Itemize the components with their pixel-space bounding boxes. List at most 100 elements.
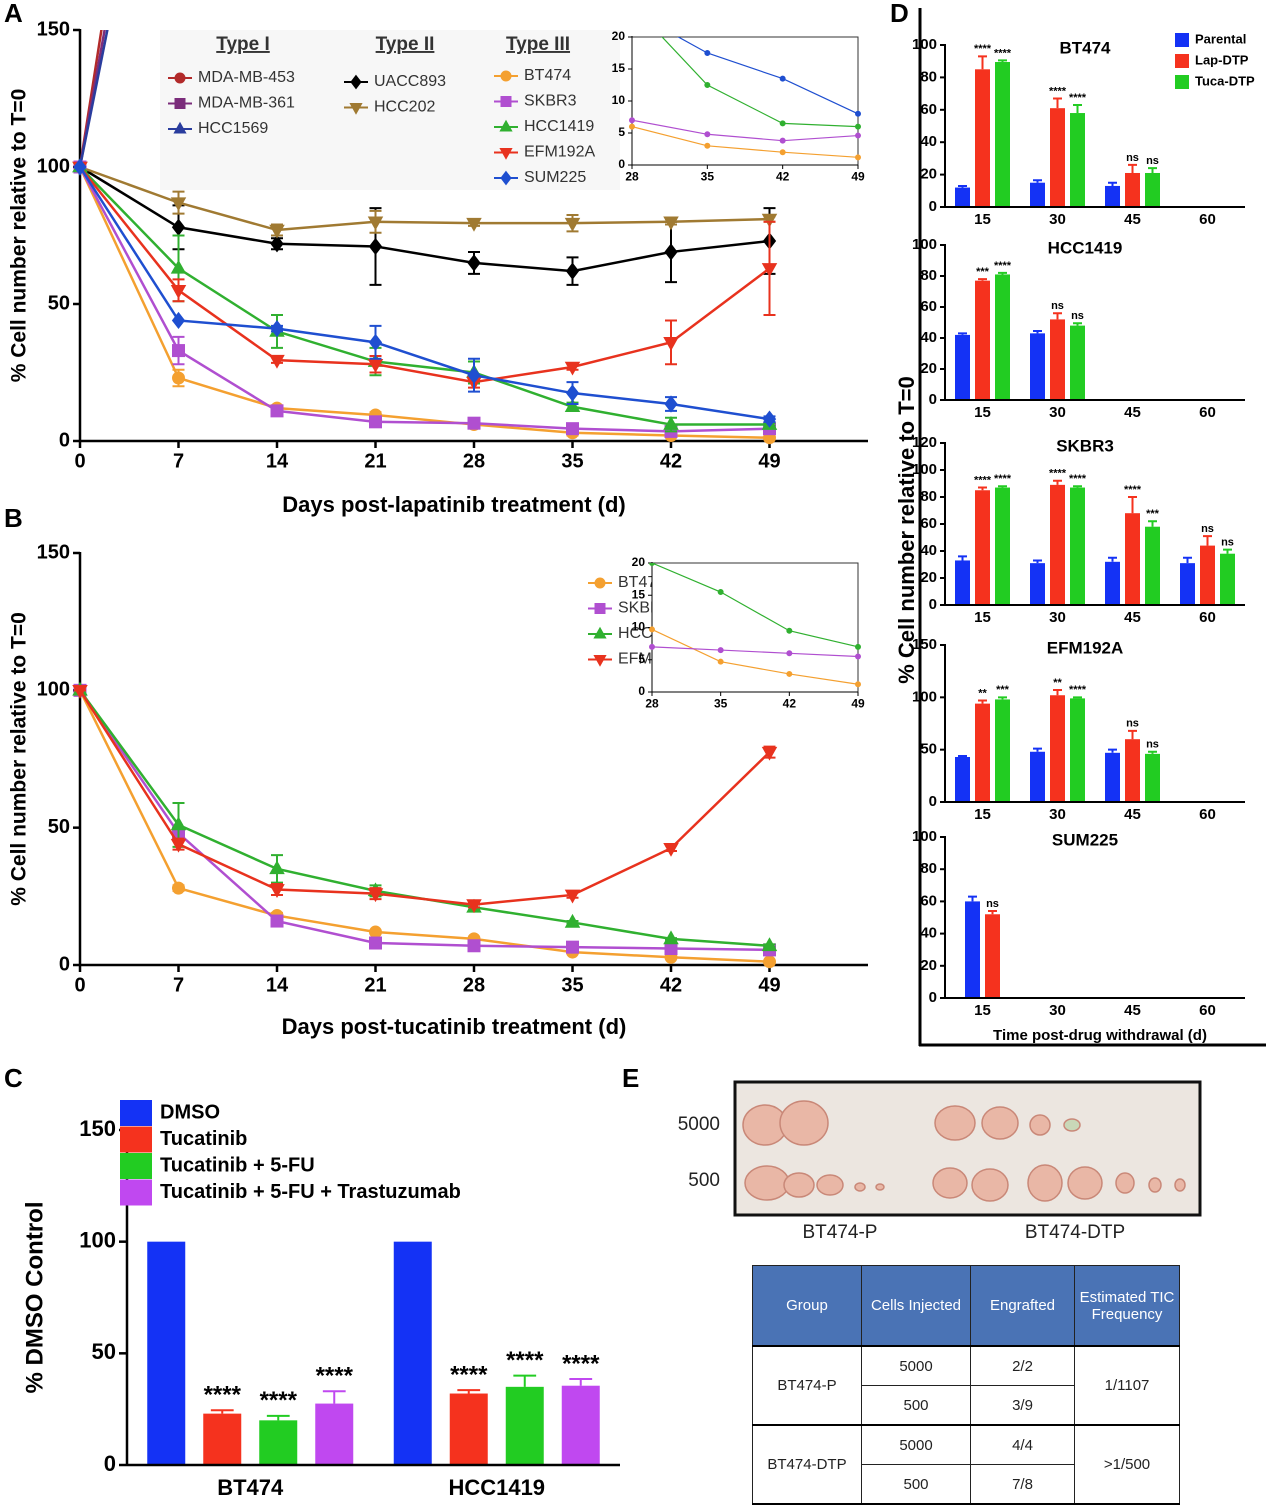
marker <box>761 213 778 228</box>
x-tick-label: 35 <box>561 450 583 472</box>
y-tick-label: 0 <box>929 198 937 215</box>
tumor <box>932 1167 968 1199</box>
marker <box>564 361 581 376</box>
marker <box>761 746 778 761</box>
bar <box>505 1386 544 1465</box>
bar <box>975 490 990 605</box>
marker <box>704 82 711 88</box>
y-tick-label: 60 <box>920 892 937 909</box>
marker <box>664 243 678 261</box>
legend-label: Tucatinib + 5-FU <box>160 1154 315 1176</box>
x-tick-label: 60 <box>1199 404 1216 421</box>
marker <box>369 936 382 950</box>
panel-letter: A <box>4 0 23 28</box>
significance-label: *** <box>996 684 1010 696</box>
x-tick-label: 14 <box>266 974 289 996</box>
bar <box>1070 487 1085 605</box>
y-tick-label: 60 <box>920 298 937 315</box>
y-tick-label: 80 <box>920 68 937 85</box>
error-bar <box>998 696 1007 700</box>
error-bar <box>978 486 987 491</box>
bar <box>965 901 980 998</box>
bar <box>393 1241 432 1465</box>
marker <box>855 110 861 117</box>
line <box>78 166 770 421</box>
x-tick-label: 30 <box>1049 806 1066 823</box>
bar <box>955 756 970 802</box>
marker <box>564 889 581 904</box>
error-bar <box>1073 696 1082 699</box>
table-row: 500 7/8 <box>753 1464 1180 1505</box>
bar <box>955 334 970 400</box>
bar <box>1180 563 1195 605</box>
legend-label: Tucatinib + 5-FU + Trastuzumab <box>160 1181 461 1203</box>
series <box>72 681 778 952</box>
error-bar <box>322 1390 346 1404</box>
marker <box>72 685 88 699</box>
bar <box>561 1385 600 1465</box>
significance-label: ** <box>978 687 987 699</box>
error-bar <box>978 278 987 281</box>
bar <box>1050 484 1065 605</box>
significance-label: ** <box>1053 677 1062 689</box>
y-tick-label: 15 <box>632 587 646 601</box>
x-tick-label: 0 <box>74 450 85 472</box>
error-bar <box>210 1409 234 1414</box>
marker <box>170 285 187 299</box>
table-cell: 7/8 <box>970 1464 1075 1505</box>
line <box>78 689 770 952</box>
marker <box>786 670 793 677</box>
significance-label: **** <box>994 260 1012 272</box>
marker <box>269 860 285 875</box>
error-bar <box>457 1389 481 1394</box>
y-tick-label: 0 <box>104 1451 116 1476</box>
x-tick-label: 60 <box>1199 211 1216 228</box>
y-tick-label: 80 <box>920 860 937 877</box>
marker <box>368 237 383 256</box>
error-bar <box>988 910 997 915</box>
bar <box>995 699 1010 802</box>
significance-label: *** <box>976 266 990 278</box>
legend-label: SUM225 <box>524 169 586 186</box>
marker <box>269 224 285 239</box>
y-tick-label: 10 <box>632 620 646 634</box>
error-bar <box>958 184 967 188</box>
marker <box>779 137 786 144</box>
line <box>78 30 109 168</box>
error-bar <box>1108 748 1117 753</box>
table-header: Cells Injected <box>861 1265 971 1347</box>
tumor <box>981 1106 1019 1140</box>
significance-label: **** <box>260 1387 298 1414</box>
marker <box>172 371 185 385</box>
error-bar <box>958 555 967 561</box>
marker <box>663 216 679 231</box>
y-tick-label: 20 <box>920 360 937 377</box>
y-tick-label: 20 <box>920 569 937 586</box>
chart-title: HCC1419 <box>1048 238 1123 257</box>
x-tick-label: 45 <box>1124 404 1141 421</box>
significance-label: ns <box>1221 537 1234 549</box>
significance-label: ns <box>1146 739 1159 751</box>
chart-title: EFM192A <box>1047 638 1124 657</box>
error-bar <box>978 699 987 704</box>
marker <box>269 884 285 898</box>
x-axis-label: Days post-lapatinib treatment (d) <box>282 492 625 517</box>
legend-label: Tucatinib <box>160 1128 247 1150</box>
tumor <box>1148 1177 1162 1193</box>
y-tick-label: 40 <box>920 329 937 346</box>
y-tick-label: 40 <box>920 542 937 559</box>
marker <box>717 647 724 654</box>
line <box>78 689 770 948</box>
bar <box>147 1241 186 1465</box>
marker <box>855 643 861 650</box>
marker <box>350 74 362 90</box>
bar-chart: 15 30 45 60************ns**** *******ns02040… <box>912 434 1245 626</box>
error-bar <box>1053 479 1062 485</box>
y-tick-label: 40 <box>920 133 937 150</box>
x-tick-label: 35 <box>561 974 583 996</box>
y-tick-label: 60 <box>920 515 937 532</box>
tumor <box>1027 1164 1063 1202</box>
significance-label: **** <box>1049 468 1067 480</box>
error-bar <box>1033 330 1042 334</box>
